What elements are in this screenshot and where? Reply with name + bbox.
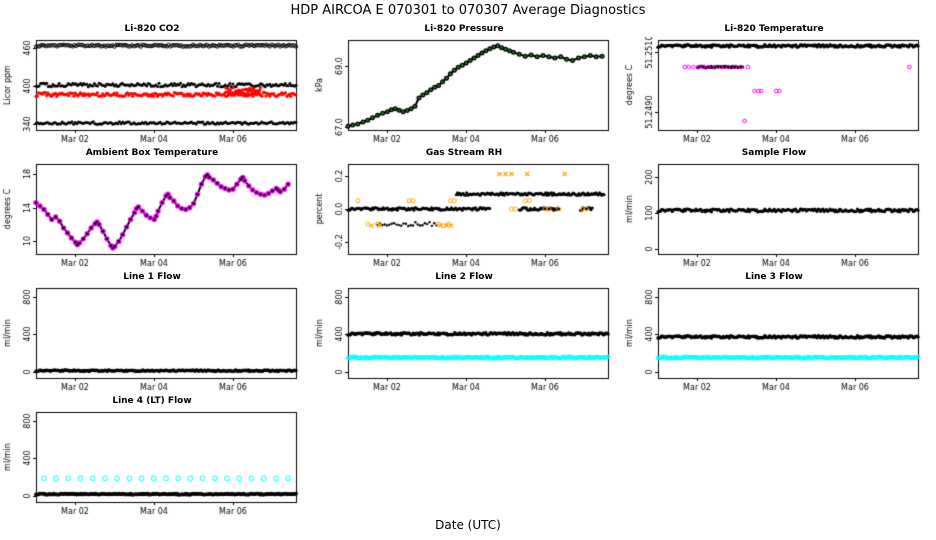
chart-li820-temperature: Li-820 Temperature	[622, 24, 926, 146]
chart-title: Li-820 Pressure	[424, 24, 504, 34]
plot-line4-lt-flow	[0, 409, 304, 517]
chart-title: Sample Flow	[741, 148, 807, 158]
chart-line3-flow: Line 3 Flow	[622, 272, 926, 394]
x-axis-label: Date (UTC)	[435, 518, 501, 532]
plot-sample-flow	[622, 161, 926, 269]
chart-title: Li-820 CO2	[124, 24, 180, 34]
plot-line1-flow	[0, 285, 304, 393]
chart-sample-flow: Sample Flow	[622, 148, 926, 270]
chart-li820-co2: Li-820 CO2	[0, 24, 304, 146]
figure-title: HDP AIRCOA E 070301 to 070307 Average Di…	[290, 3, 646, 18]
plot-gas-stream-rh	[312, 161, 616, 269]
chart-line4-lt-flow: Line 4 (LT) Flow	[0, 396, 304, 518]
chart-title: Gas Stream RH	[425, 148, 503, 158]
chart-title: Li-820 Temperature	[724, 24, 824, 34]
chart-line2-flow: Line 2 Flow	[312, 272, 616, 394]
plot-li820-co2	[0, 37, 304, 145]
plot-line3-flow	[622, 285, 926, 393]
chart-title: Ambient Box Temperature	[85, 148, 219, 158]
chart-title: Line 4 (LT) Flow	[112, 396, 192, 406]
chart-li820-pressure: Li-820 Pressure	[312, 24, 616, 146]
chart-title: Line 3 Flow	[745, 272, 803, 282]
plot-li820-temperature	[622, 37, 926, 145]
chart-line1-flow: Line 1 Flow	[0, 272, 304, 394]
plot-li820-pressure	[312, 37, 616, 145]
plot-line2-flow	[312, 285, 616, 393]
chart-title: Line 2 Flow	[435, 272, 493, 282]
chart-gas-stream-rh: Gas Stream RH	[312, 148, 616, 270]
plot-ambient-box-temperature	[0, 161, 304, 269]
chart-ambient-box-temperature: Ambient Box Temperature	[0, 148, 304, 270]
chart-title: Line 1 Flow	[123, 272, 181, 282]
